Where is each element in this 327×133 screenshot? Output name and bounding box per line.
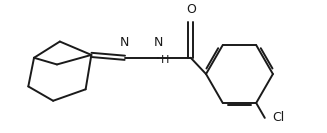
Text: O: O <box>186 3 196 16</box>
Text: N: N <box>120 36 129 49</box>
Text: H: H <box>161 55 169 65</box>
Text: Cl: Cl <box>272 111 285 124</box>
Text: N: N <box>154 36 163 49</box>
